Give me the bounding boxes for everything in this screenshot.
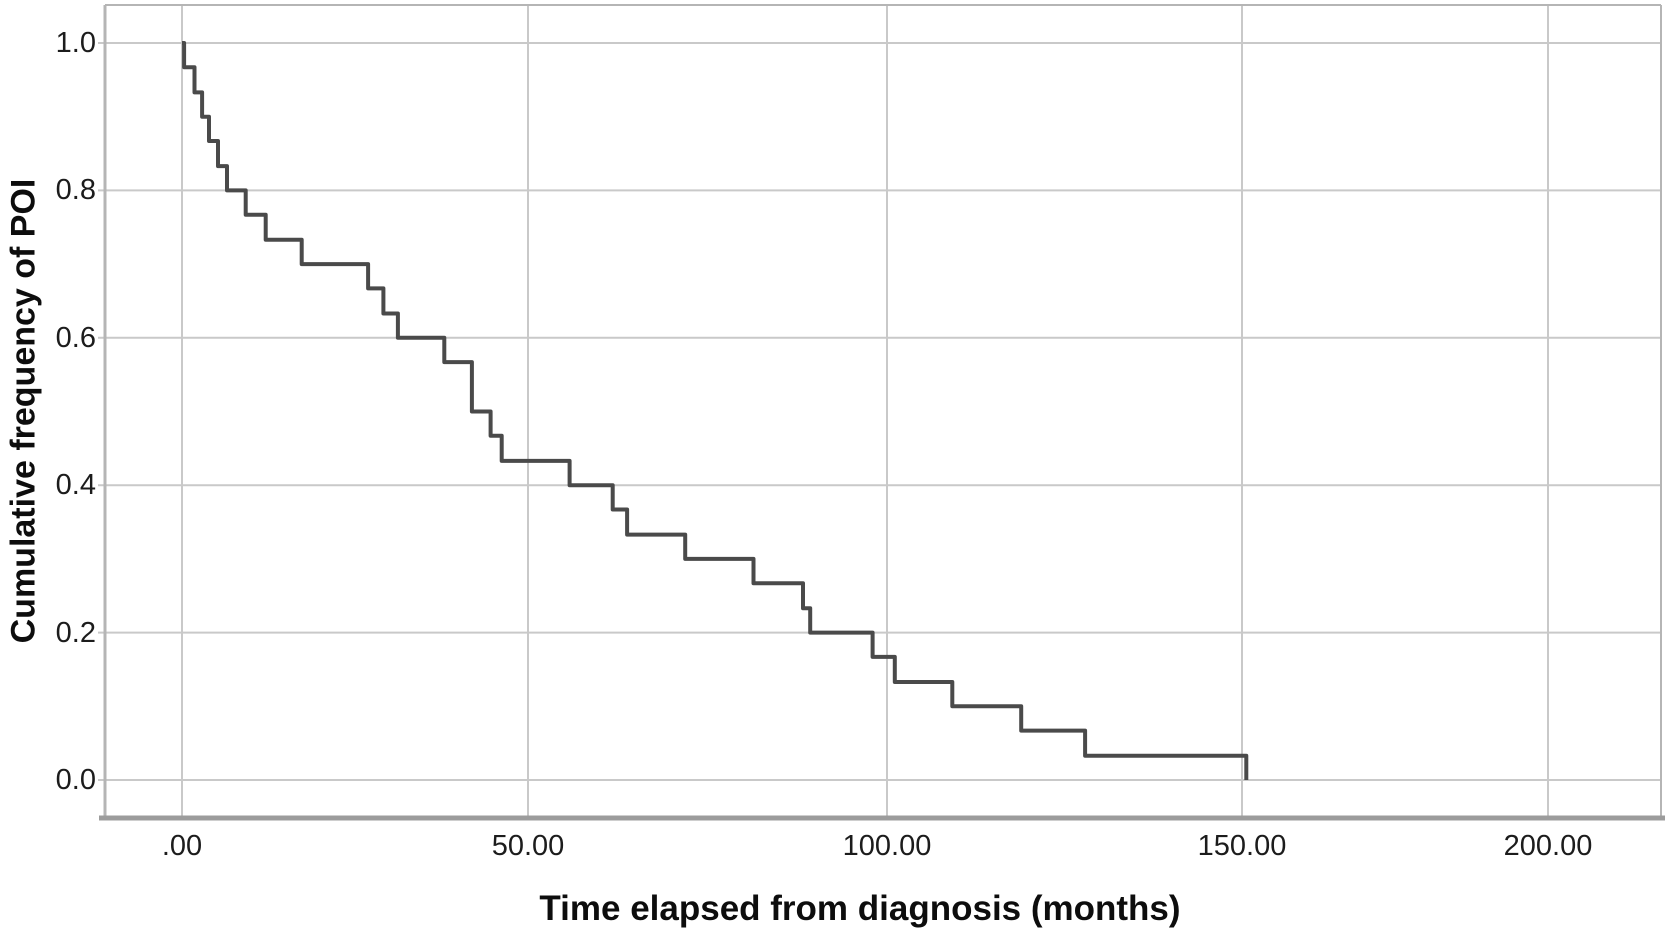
x-tick-label: 200.00 (1503, 830, 1593, 862)
x-tick-label: 50.00 (491, 830, 565, 862)
y-tick-label: 0.6 (55, 321, 96, 354)
x-axis-title: Time elapsed from diagnosis (months) (539, 889, 1181, 928)
y-tick-label: 0.2 (55, 616, 96, 649)
y-tick-label: 1.0 (55, 27, 96, 59)
x-tick-label: .00 (161, 830, 203, 862)
x-tick-label: 150.00 (1197, 830, 1287, 862)
y-axis-title: Cumulative frequency of POI (4, 178, 43, 644)
survival-curve (182, 41, 1249, 780)
y-tick-label: 0.8 (55, 174, 96, 207)
y-tick-label: 0.0 (55, 764, 96, 796)
y-tick-label: 0.4 (55, 469, 96, 502)
x-tick-label: 100.00 (842, 830, 932, 862)
